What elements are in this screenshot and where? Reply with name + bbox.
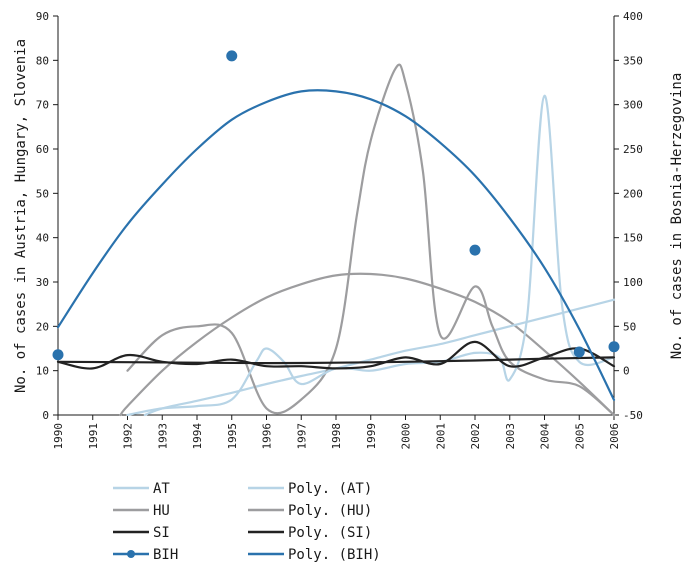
series-line-si (56, 340, 616, 370)
x-tick-label: 2003 (504, 423, 517, 450)
y-right-tick-label: 400 (623, 10, 643, 23)
y-right-tick-label: -50 (623, 409, 643, 422)
y-right-tick-label: 350 (623, 54, 643, 67)
x-tick-label: 1996 (261, 423, 274, 450)
y-left-tick-label: 40 (36, 232, 49, 245)
y-left-tick-label: 80 (36, 54, 49, 67)
series-line-at (126, 94, 616, 417)
x-tick-label: 1992 (122, 423, 135, 450)
legend-label-bih: BIH (153, 547, 178, 563)
x-tick-label: 1991 (87, 423, 100, 450)
data-point-bih (608, 341, 620, 353)
data-point-bih (573, 346, 585, 358)
data-point-bih (52, 349, 64, 361)
series-line-poly-hu (119, 272, 616, 417)
series-line-hu (126, 63, 616, 417)
data-point-bih (469, 244, 481, 256)
y-left-tick-label: 30 (36, 276, 49, 289)
y-left-tick-label: 20 (36, 320, 49, 333)
x-tick-label: 2006 (608, 423, 621, 450)
y-right-tick-label: 150 (623, 232, 643, 245)
y-right-tick-label: 300 (623, 99, 643, 112)
legend-marker-bih (127, 550, 135, 558)
series-line-poly-si (56, 356, 616, 365)
y-right-tick-label: 200 (623, 187, 643, 200)
x-tick-label: 2000 (400, 423, 413, 450)
legend-label-si: SI (153, 525, 170, 541)
legend-label-poly-bih: Poly. (BIH) (288, 547, 381, 563)
x-tick-label: 2005 (573, 423, 586, 450)
series-layer (52, 50, 620, 417)
legend-label-poly-si: Poly. (SI) (288, 525, 372, 541)
legend: AT HU SI BIH Poly. (AT) Poly. (HU) Poly. (SI) P… (113, 481, 381, 563)
y-left-tick-label: 50 (36, 187, 49, 200)
x-tick-label: 2001 (434, 423, 447, 450)
data-point-bih (226, 50, 238, 62)
y-right-tick-label: 50 (623, 320, 636, 333)
x-tick-label: 1994 (191, 423, 204, 450)
y-right-tick-label: 0 (623, 365, 630, 378)
legend-label-hu: HU (153, 503, 170, 519)
y-right-tick-label: 250 (623, 143, 643, 156)
x-tick-label: 1997 (295, 423, 308, 450)
y-axis-right-title: No. of cases in Bosnia-Herzegovina (669, 73, 685, 360)
legend-label-poly-hu: Poly. (HU) (288, 503, 372, 519)
x-tick-label: 1995 (226, 423, 239, 450)
y-left-tick-label: 60 (36, 143, 49, 156)
y-left-tick-label: 90 (36, 10, 49, 23)
y-left-tick-label: 70 (36, 99, 49, 112)
series-line-poly-at (143, 298, 616, 417)
series-line-poly-bih (56, 89, 616, 401)
x-tick-label: 2004 (539, 423, 552, 450)
legend-label-at: AT (153, 481, 170, 497)
y-axis-left-title: No. of cases in Austria, Hungary, Sloven… (13, 39, 29, 393)
x-tick-label: 1993 (156, 423, 169, 450)
y-left-tick-label: 0 (42, 409, 49, 422)
axes: 0 10 20 30 40 50 60 70 80 90 -50 0 50 100 150 200 250 300… (36, 10, 643, 450)
x-tick-label: 1998 (330, 423, 343, 450)
x-tick-label: 2002 (469, 423, 482, 450)
legend-label-poly-at: Poly. (AT) (288, 481, 372, 497)
x-tick-label: 1999 (365, 423, 378, 450)
y-right-tick-label: 100 (623, 276, 643, 289)
y-left-tick-label: 10 (36, 365, 49, 378)
x-tick-label: 1990 (52, 423, 65, 450)
